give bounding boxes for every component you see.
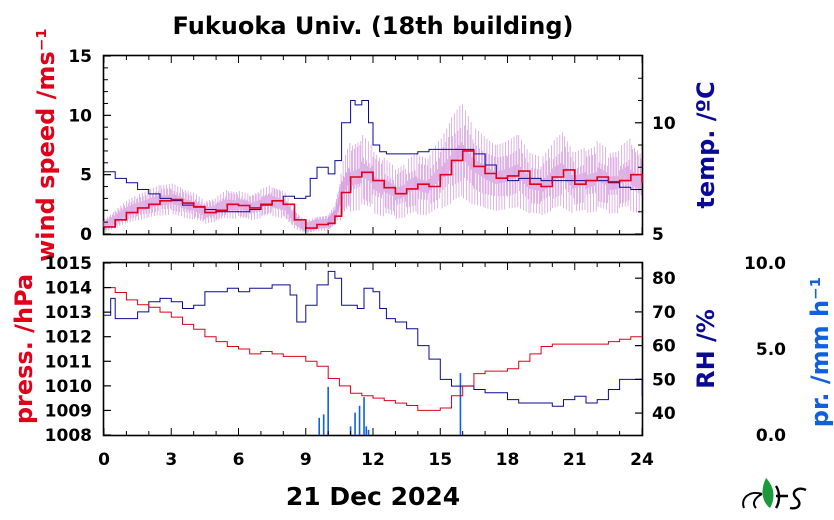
pressure-tick-label: 1012 xyxy=(45,328,92,348)
humidity-series xyxy=(104,270,643,407)
pressure-tick-label: 1010 xyxy=(45,377,92,397)
x-tick-label: 3 xyxy=(165,450,177,470)
pressure-tick-label: 1011 xyxy=(45,352,92,372)
humidity-tick-label: 60 xyxy=(652,337,676,357)
x-tick-label: 9 xyxy=(300,450,312,470)
x-tick-label: 6 xyxy=(233,450,245,470)
humidity-tick-label: 70 xyxy=(652,303,676,323)
precip-tick-label: 5.0 xyxy=(756,340,786,360)
humidity-tick-label: 80 xyxy=(652,269,676,289)
top-panel-frame xyxy=(102,54,644,236)
x-tick-label: 12 xyxy=(361,450,385,470)
chart-title: Fukuoka Univ. (18th building) xyxy=(173,12,574,40)
pressure-tick-label: 1014 xyxy=(45,279,92,299)
bottom-panel-frame xyxy=(102,261,644,437)
precipitation-axis-label: pr. /mm h⁻¹ xyxy=(806,277,834,427)
wind-tick-label: 10 xyxy=(68,106,92,126)
precip-bar xyxy=(349,426,352,435)
precip-bar xyxy=(318,417,320,435)
pressure-series xyxy=(104,287,642,411)
top-panel: 0 5 10 15 5 10 wind speed /ms⁻¹ temp. /ºC xyxy=(32,28,720,262)
temp-tick-label: 10 xyxy=(652,114,676,134)
wind-speed-raw-series xyxy=(103,104,642,234)
wind-tick-label: 15 xyxy=(68,47,92,67)
humidity-axis-label: RH /% xyxy=(692,309,720,389)
pressure-tick-label: 1013 xyxy=(45,303,92,323)
precip-tick-label: 0.0 xyxy=(756,426,786,446)
x-tick-label: 0 xyxy=(98,450,110,470)
wind-speed-axis-label: wind speed /ms⁻¹ xyxy=(32,28,60,262)
x-tick-label: 15 xyxy=(428,450,452,470)
date-label: 21 Dec 2024 xyxy=(286,482,460,511)
institution-logo xyxy=(742,478,807,510)
humidity-tick-label: 50 xyxy=(652,370,676,390)
x-tick-label: 21 xyxy=(563,450,587,470)
precip-bar xyxy=(365,426,368,435)
wind-series xyxy=(104,150,643,229)
precip-bar xyxy=(367,429,370,435)
temp-tick-label: 5 xyxy=(652,225,664,245)
pressure-tick-label: 1009 xyxy=(45,401,92,421)
x-tick-label: 24 xyxy=(630,450,654,470)
precip-tick-label: 10.0 xyxy=(744,254,786,274)
pressure-tick-label: 1008 xyxy=(45,426,92,446)
precip-bar xyxy=(322,414,325,435)
precip-bar xyxy=(327,386,329,435)
pressure-tick-label: 1015 xyxy=(45,254,92,274)
pressure-axis-label: press. /hPa xyxy=(10,274,38,424)
precip-bar xyxy=(354,412,356,435)
precip-bar xyxy=(363,397,365,435)
precip-bar xyxy=(459,373,462,435)
humidity-tick-label: 40 xyxy=(652,404,676,424)
wind-tick-label: 5 xyxy=(80,166,92,186)
wind-tick-label: 0 xyxy=(80,225,92,245)
temperature-axis-label: temp. /ºC xyxy=(692,81,720,208)
precip-bar xyxy=(358,405,361,435)
x-tick-label: 18 xyxy=(496,450,520,470)
